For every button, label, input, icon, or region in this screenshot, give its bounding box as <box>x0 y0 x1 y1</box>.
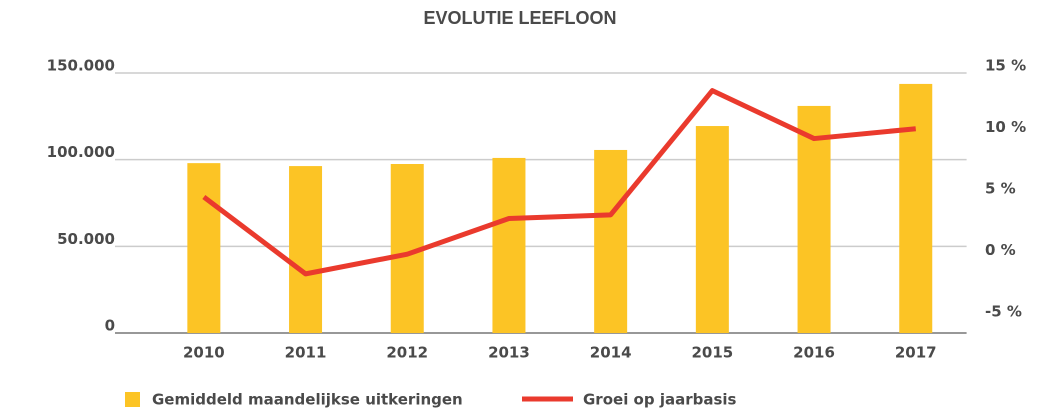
x-tick-label: 2014 <box>590 344 632 362</box>
x-tick-label: 2013 <box>488 344 530 362</box>
legend-label: Gemiddeld maandelijkse uitkeringen <box>152 391 463 408</box>
y-tick-label: 0 <box>105 317 115 335</box>
line <box>202 88 916 277</box>
legend-label: Groei op jaarbasis <box>583 391 737 408</box>
y2-tick-label: 10 % <box>985 118 1026 136</box>
chart-title: EVOLUTIE LEEFLOON <box>423 8 616 28</box>
y-tick-label: 100.000 <box>47 143 115 161</box>
y2-tick-label: 5 % <box>985 180 1016 198</box>
bar <box>695 126 729 333</box>
bar <box>187 163 221 333</box>
x-tick-label: 2011 <box>285 344 327 362</box>
bar <box>492 157 526 333</box>
y2-tick-label: 0 % <box>985 241 1016 259</box>
bar <box>797 105 831 333</box>
x-tick-label: 2016 <box>793 344 835 362</box>
legend-swatch <box>125 392 140 407</box>
x-tick-label: 2012 <box>386 344 428 362</box>
bar <box>289 166 323 333</box>
bar <box>594 149 628 333</box>
x-tick-label: 2010 <box>183 344 225 362</box>
y2-tick-label: 15 % <box>985 57 1026 75</box>
y-tick-label: 150.000 <box>47 57 115 75</box>
x-tick-label: 2015 <box>691 344 733 362</box>
x-tick-label: 2017 <box>895 344 937 362</box>
y2-tick-label: -5 % <box>985 303 1022 321</box>
y-tick-label: 50.000 <box>57 230 115 248</box>
bar <box>899 83 933 333</box>
